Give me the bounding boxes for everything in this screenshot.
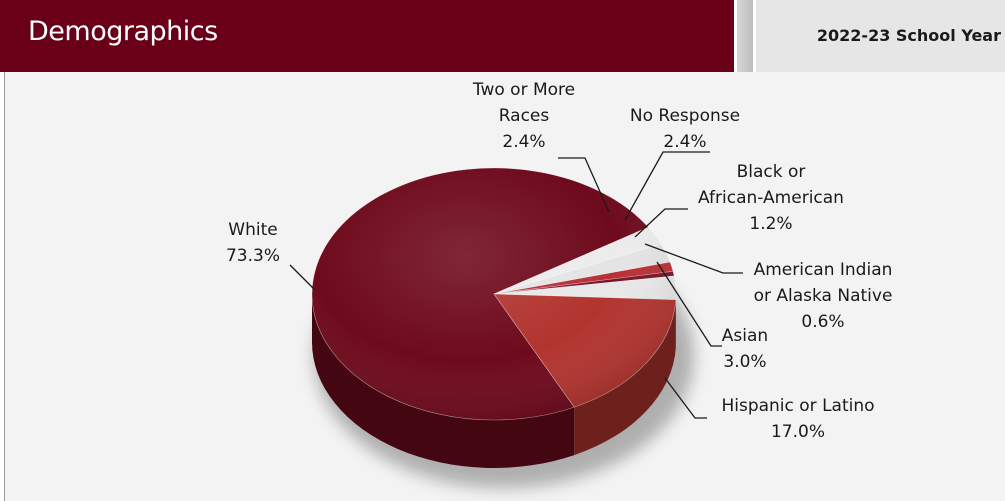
- pie-label-text: Black or: [736, 162, 806, 182]
- pie-label-text: No Response: [629, 106, 741, 126]
- pie-label-hispanic-or-latino: Hispanic or Latino 17.0%: [708, 393, 888, 445]
- pie-leader-line-6: [664, 377, 707, 419]
- pie-label-text: Asian: [721, 326, 769, 346]
- pie-label-no-response: No Response 2.4%: [620, 103, 750, 155]
- pie-leader-line-2: [624, 151, 710, 221]
- pie-leader-line-3: [634, 208, 688, 238]
- pie-label-black-or-african-american: Black or African-American 1.2%: [686, 159, 856, 237]
- pie-gloss: [312, 168, 676, 420]
- pie-label-value: 2.4%: [663, 132, 707, 152]
- header-separator: [737, 0, 753, 72]
- pie-label-text: Hispanic or Latino: [721, 396, 875, 416]
- school-year-label: 2022-23 School Year: [816, 26, 1001, 45]
- pie-label-value: 1.2%: [749, 214, 793, 234]
- pie-label-value: 17.0%: [770, 422, 825, 442]
- pie-side-6-0: [574, 299, 676, 456]
- pie-label-value: 3.0%: [723, 352, 767, 372]
- pie-label-text: American Indian: [753, 260, 893, 280]
- pie-label-text: African-American: [698, 188, 844, 208]
- pie-label-text: Races: [498, 106, 550, 126]
- pie-label-two-or-more-races: Two or More Races 2.4%: [459, 77, 589, 155]
- header-bar: Demographics: [0, 0, 734, 72]
- pie-leader-line-5: [656, 261, 722, 347]
- pie-label-text: Two or More: [472, 80, 576, 100]
- pie-label-value: 73.3%: [225, 246, 280, 266]
- pie-side-0-0: [312, 294, 575, 469]
- pie-label-text: White: [228, 220, 278, 240]
- pie-leader-line-0: [289, 264, 316, 291]
- page-title: Demographics: [28, 16, 218, 47]
- pie-chart: [289, 151, 743, 488]
- pie-label-value: 0.6%: [801, 312, 845, 332]
- pie-leader-line-4: [644, 243, 743, 274]
- pie-label-value: 2.4%: [502, 132, 546, 152]
- chart-panel: White 73.3% Two or More Races 2.4% No Respons…: [4, 72, 1005, 501]
- pie-label-asian: Asian 3.0%: [710, 323, 780, 375]
- pie-label-white: White 73.3%: [213, 217, 293, 269]
- pie-label-text: or Alaska Native: [753, 286, 893, 306]
- pie-label-american-indian-or-alaska-native: American Indian or Alaska Native 0.6%: [743, 257, 903, 335]
- pie-leader-line-1: [558, 157, 610, 213]
- school-year-box: 2022-23 School Year: [756, 0, 1005, 72]
